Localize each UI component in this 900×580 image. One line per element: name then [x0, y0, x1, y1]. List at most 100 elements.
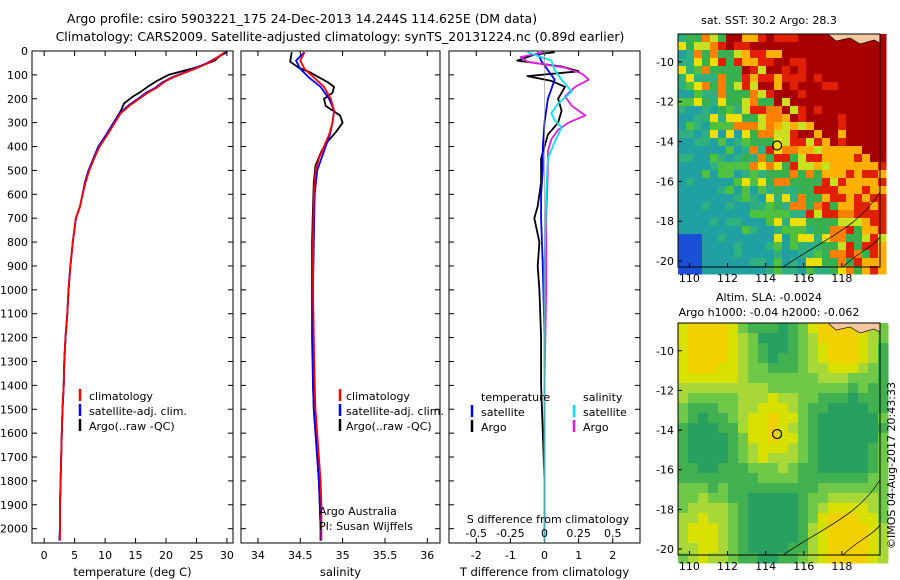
map-cell — [678, 154, 687, 163]
map-cell — [694, 202, 703, 211]
map-cell — [718, 58, 727, 67]
map-cell — [686, 122, 695, 131]
map-cell — [830, 82, 839, 91]
map-cell — [818, 473, 829, 484]
map-cell — [766, 114, 775, 123]
map-cell — [688, 433, 699, 444]
map-cell — [774, 234, 783, 243]
map-cell — [726, 266, 735, 275]
map-cell — [758, 250, 767, 259]
map-cell — [822, 250, 831, 259]
y-tick-label: -10 — [656, 56, 674, 69]
y-tick-label: -18 — [656, 215, 674, 228]
map-cell — [878, 170, 887, 179]
map-cell — [798, 234, 807, 243]
map-cell — [678, 82, 687, 91]
map-cell — [726, 34, 735, 43]
legend-label: Argo — [583, 421, 609, 434]
map-cell — [828, 323, 839, 334]
map-cell — [728, 553, 739, 564]
map-cell — [766, 122, 775, 131]
x-tick-label: 118 — [831, 560, 852, 573]
y-tick-label: -14 — [656, 424, 674, 437]
map-cell — [718, 34, 727, 43]
map-cell — [718, 463, 729, 474]
map-cell — [858, 473, 869, 484]
map-cell — [822, 178, 831, 187]
map-cell — [862, 178, 871, 187]
map-cell — [758, 106, 767, 115]
map-cell — [828, 413, 839, 424]
map-cell — [806, 114, 815, 123]
map-cell — [710, 194, 719, 203]
map-cell — [868, 503, 879, 514]
map-cell — [766, 58, 775, 67]
map-cell — [742, 42, 751, 51]
map-cell — [814, 186, 823, 195]
map-cell — [702, 186, 711, 195]
map-cell — [758, 194, 767, 203]
map-cell — [782, 234, 791, 243]
map-cell — [854, 130, 863, 139]
map-cell — [758, 443, 769, 454]
map-cell — [778, 353, 789, 364]
map-cell — [788, 493, 799, 504]
map-cell — [726, 82, 735, 91]
map-cell — [838, 250, 847, 259]
map-cell — [710, 130, 719, 139]
map-cell — [694, 98, 703, 107]
map-cell — [774, 34, 783, 43]
map-cell — [830, 194, 839, 203]
map-cell — [790, 218, 799, 227]
map-cell — [788, 433, 799, 444]
map-cell — [798, 266, 807, 275]
map-cell — [822, 154, 831, 163]
map-cell — [862, 42, 871, 51]
map-cell — [678, 42, 687, 51]
map-cell — [678, 66, 687, 75]
y-tick-label: -16 — [656, 175, 674, 188]
map-cell — [806, 82, 815, 91]
map-cell — [738, 453, 749, 464]
map-cell — [828, 403, 839, 414]
map-cell — [870, 242, 879, 251]
y-tick-label: 900 — [7, 260, 28, 273]
map-cell — [702, 146, 711, 155]
map-cell — [702, 130, 711, 139]
map-cell — [678, 413, 689, 424]
map-cell — [822, 186, 831, 195]
map-cell — [838, 98, 847, 107]
map-cell — [742, 210, 751, 219]
x-tick-label: 10 — [98, 549, 112, 562]
map-cell — [788, 443, 799, 454]
map-cell — [862, 98, 871, 107]
map-cell — [870, 218, 879, 227]
map-cell — [788, 463, 799, 474]
y-tick-label: 1100 — [0, 308, 28, 321]
map-cell — [742, 170, 751, 179]
map-cell — [710, 146, 719, 155]
map-cell — [822, 58, 831, 67]
map-cell — [686, 202, 695, 211]
map-cell — [862, 90, 871, 99]
map-cell — [838, 122, 847, 131]
map-cell — [688, 323, 699, 334]
map-cell — [774, 186, 783, 195]
map-cell — [788, 503, 799, 514]
y-tick-label: 400 — [7, 141, 28, 154]
map-cell — [798, 423, 809, 434]
map-cell — [790, 186, 799, 195]
map-cell — [818, 493, 829, 504]
map-cell — [678, 266, 687, 275]
map-cell — [878, 74, 887, 83]
map-cell — [870, 170, 879, 179]
legend-group-temperature: temperature — [481, 391, 550, 404]
map-cell — [788, 333, 799, 344]
map-cell — [798, 453, 809, 464]
map-cell — [878, 513, 889, 524]
map-cell — [750, 186, 759, 195]
map-cell — [726, 186, 735, 195]
map-cell — [870, 114, 879, 123]
map-cell — [708, 523, 719, 534]
